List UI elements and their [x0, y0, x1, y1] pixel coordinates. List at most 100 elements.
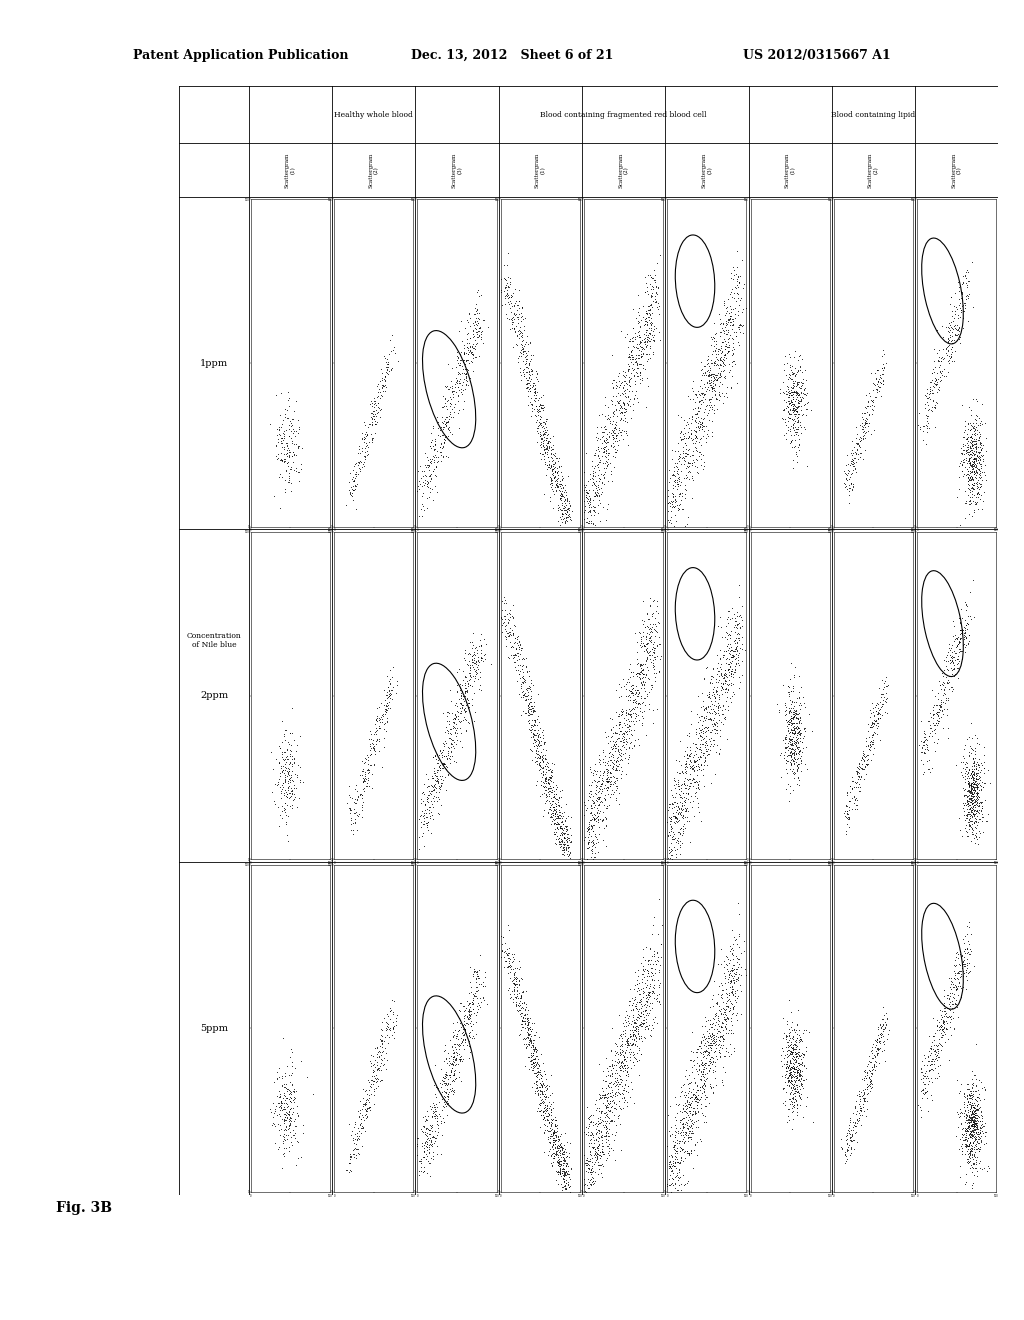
Point	[600, 1113, 616, 1134]
Point	[729, 331, 745, 352]
Point	[782, 399, 799, 420]
Point	[643, 267, 659, 288]
Point	[950, 466, 967, 487]
Point	[452, 1061, 468, 1082]
Point	[603, 1040, 620, 1061]
Point	[589, 771, 605, 792]
Point	[785, 399, 802, 420]
Point	[966, 1107, 982, 1129]
Point	[617, 722, 634, 743]
Point	[709, 713, 725, 734]
Point	[445, 713, 462, 734]
Point	[591, 789, 607, 810]
Point	[705, 713, 721, 734]
Point	[532, 397, 549, 418]
Point	[717, 706, 733, 727]
Point	[961, 445, 977, 466]
Point	[467, 297, 483, 318]
Point	[527, 375, 544, 396]
Point	[280, 471, 296, 492]
Point	[684, 1090, 700, 1111]
Point	[535, 751, 551, 772]
Point	[541, 1104, 557, 1125]
Point	[967, 743, 983, 764]
Point	[671, 1159, 687, 1180]
Point	[558, 529, 574, 550]
Point	[793, 417, 809, 438]
Point	[954, 1118, 971, 1139]
Point	[678, 442, 694, 463]
Point	[958, 785, 975, 807]
Point	[871, 371, 888, 392]
Point	[443, 1036, 460, 1057]
Point	[609, 392, 626, 413]
Point	[962, 1122, 978, 1143]
Point	[561, 1176, 578, 1197]
Point	[623, 1047, 639, 1068]
Point	[616, 1022, 633, 1043]
Point	[677, 1101, 693, 1122]
Point	[856, 416, 872, 437]
Point	[550, 791, 566, 812]
Point	[282, 1114, 298, 1135]
Point	[551, 1148, 567, 1170]
Point	[471, 317, 487, 338]
Point	[511, 684, 527, 705]
Point	[878, 1002, 894, 1023]
Point	[546, 1130, 562, 1151]
Point	[434, 754, 451, 775]
Point	[957, 784, 974, 805]
Point	[951, 1106, 968, 1127]
Point	[784, 743, 801, 764]
Point	[700, 681, 717, 702]
Point	[561, 847, 578, 869]
Point	[506, 632, 522, 653]
Point	[350, 463, 367, 484]
Point	[517, 1012, 534, 1034]
Point	[513, 705, 529, 726]
Point	[968, 1100, 984, 1121]
Point	[932, 355, 948, 376]
Point	[468, 310, 484, 331]
Point	[673, 1082, 689, 1104]
Point	[646, 632, 663, 653]
Point	[557, 808, 573, 829]
Point	[716, 322, 732, 343]
Point	[956, 939, 973, 960]
Point	[342, 799, 358, 820]
Point	[725, 333, 741, 354]
Point	[422, 1115, 438, 1137]
Point	[605, 429, 622, 450]
Point	[421, 1129, 437, 1150]
Point	[514, 648, 530, 669]
Point	[457, 639, 473, 660]
Point	[926, 1035, 942, 1056]
Point	[780, 791, 797, 812]
Point	[947, 978, 964, 999]
Point	[961, 441, 977, 462]
Point	[637, 396, 653, 417]
Point	[598, 441, 614, 462]
Point	[623, 352, 639, 374]
Point	[703, 425, 720, 446]
Point	[524, 696, 541, 717]
Point	[539, 433, 555, 454]
Point	[506, 294, 522, 315]
Point	[436, 1040, 453, 1061]
Point	[625, 689, 641, 710]
Point	[284, 413, 300, 434]
Point	[678, 799, 694, 820]
Point	[837, 801, 853, 822]
Point	[958, 781, 975, 803]
Point	[870, 708, 887, 729]
Point	[553, 825, 569, 846]
Point	[283, 1039, 299, 1060]
Point	[612, 768, 629, 789]
Point	[931, 356, 947, 378]
Point	[849, 1131, 865, 1152]
Point	[589, 1146, 605, 1167]
Point	[372, 1041, 388, 1063]
Point	[929, 319, 945, 341]
Point	[723, 620, 739, 642]
Point	[585, 455, 601, 477]
